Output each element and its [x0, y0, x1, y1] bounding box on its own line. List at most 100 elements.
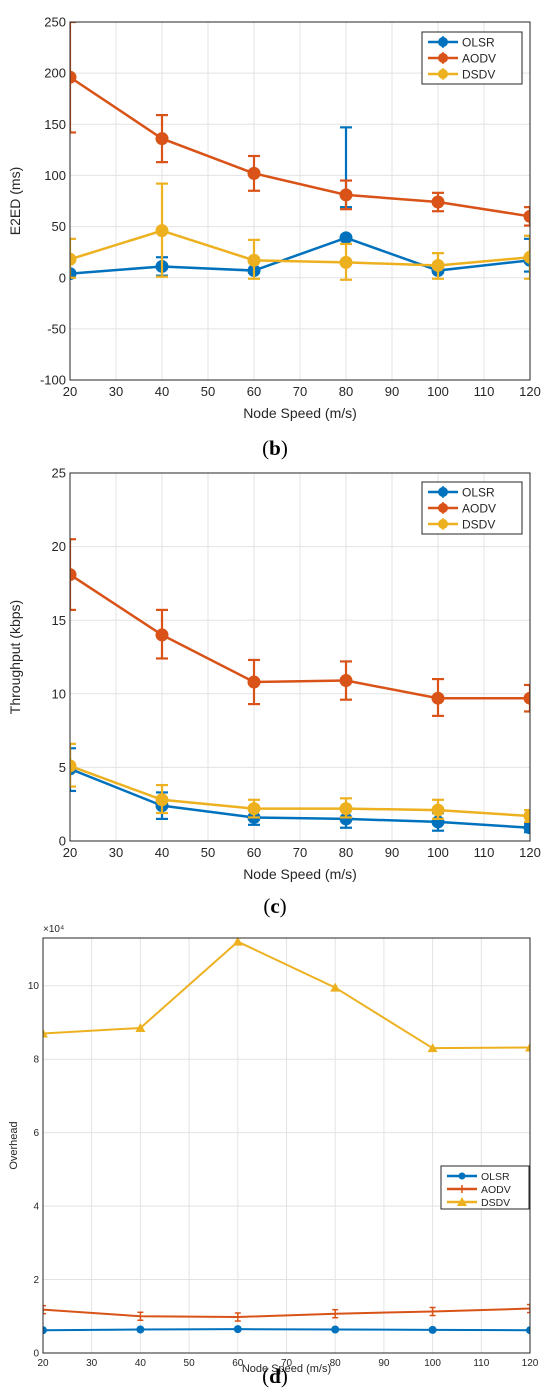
- data-point: [247, 253, 261, 267]
- x-tick-label: 90: [385, 384, 399, 399]
- x-tick-label: 120: [522, 1358, 539, 1369]
- x-tick-label: 110: [474, 845, 495, 860]
- x-tick-label: 20: [63, 845, 77, 860]
- data-point: [330, 982, 341, 992]
- data-point: [339, 231, 353, 245]
- series-line-aodv: [43, 1307, 530, 1319]
- data-point: [523, 691, 530, 705]
- x-tick-label: 100: [427, 384, 449, 399]
- data-point: [523, 250, 530, 264]
- y-axis-label: Overhead: [8, 1121, 20, 1169]
- data-point: [525, 1042, 530, 1052]
- y-tick-label: 100: [44, 168, 66, 183]
- y-tick-label: 250: [44, 15, 66, 30]
- data-point: [70, 759, 77, 773]
- chart-b: 20 30 40 50 60 70 80 90 100 110 120 -100 -50 0 50 100 15…: [7, 15, 541, 460]
- data-point: [431, 691, 445, 705]
- y-tick-label: 25: [52, 466, 66, 481]
- legend-swatch-marker: [457, 1197, 467, 1206]
- data-point: [136, 1325, 145, 1334]
- legend-label-dsdv: DSDV: [462, 517, 495, 531]
- data-point: [247, 166, 261, 180]
- data-point: [247, 675, 261, 689]
- x-tick-label: 110: [473, 1358, 489, 1369]
- x-tick-label: 100: [424, 1358, 441, 1369]
- data-point: [523, 209, 530, 223]
- series-line-olsr: [70, 767, 530, 829]
- x-tick-label: 110: [474, 384, 495, 399]
- data-point: [70, 252, 77, 266]
- data-point: [232, 938, 243, 946]
- x-tick-label: 30: [109, 384, 123, 399]
- series-group: [70, 22, 530, 281]
- y-tick-label: -50: [47, 321, 66, 336]
- data-point: [43, 1028, 48, 1038]
- figure-caption: (c): [263, 894, 286, 918]
- x-tick-label: 60: [247, 845, 261, 860]
- x-tick-label: 30: [86, 1358, 98, 1369]
- data-point: [339, 812, 353, 826]
- data-point: [431, 803, 445, 817]
- data-point: [427, 1043, 438, 1053]
- y-tick-label: 6: [33, 1128, 39, 1139]
- y-tick-label: 8: [33, 1055, 39, 1066]
- x-axis-label: Node Speed (m/s): [243, 405, 357, 421]
- y-tick-label: 10: [52, 686, 66, 701]
- data-point: [247, 802, 261, 816]
- axes-box: [69, 21, 531, 381]
- data-point: [155, 793, 169, 807]
- data-point: [331, 1325, 340, 1334]
- figure-caption: (d): [262, 1364, 288, 1388]
- x-tick-label: 60: [247, 384, 261, 399]
- axes-box: [42, 937, 531, 1354]
- data-point: [233, 1325, 242, 1334]
- data-point: [43, 1326, 47, 1335]
- data-point: [431, 258, 445, 272]
- x-axis-label: Node Speed (m/s): [243, 866, 357, 882]
- data-point: [155, 132, 169, 146]
- series-line-dsdv: [70, 229, 530, 267]
- series-line-aodv: [70, 573, 530, 700]
- legend-label-aodv: AODV: [462, 51, 496, 65]
- y-tick-label: 200: [44, 66, 66, 81]
- legend-label-dsdv: DSDV: [481, 1197, 510, 1209]
- x-tick-label: 120: [519, 384, 541, 399]
- x-tick-label: 80: [330, 1358, 342, 1369]
- y-tick-label: 50: [52, 219, 66, 234]
- series-group: [43, 938, 530, 1335]
- data-point: [155, 628, 169, 642]
- y-exponent-label: ×10⁴: [43, 924, 64, 935]
- legend: OLSR AODV DSDV: [421, 31, 523, 85]
- axes-box: [69, 472, 531, 842]
- x-tick-label: 50: [201, 845, 215, 860]
- x-tick-label: 70: [293, 845, 307, 860]
- x-tick-label: 70: [281, 1358, 293, 1369]
- series-line-dsdv: [43, 940, 530, 1050]
- series-group: [70, 538, 530, 835]
- data-point: [428, 1325, 437, 1334]
- y-tick-label: 2: [33, 1275, 39, 1286]
- x-tick-label: 80: [339, 384, 353, 399]
- legend-swatch-marker: [458, 1172, 466, 1180]
- legend-label-olsr: OLSR: [462, 35, 495, 49]
- x-tick-label: 90: [378, 1358, 390, 1369]
- chart-d: 20 30 40 50 60 70 80 90 100 110 120 0 2 4 6 8 10 Node Spe…: [8, 924, 539, 1388]
- y-tick-label: -100: [40, 373, 66, 388]
- data-point: [339, 188, 353, 202]
- series-line-olsr: [43, 1328, 530, 1332]
- series-line-dsdv: [70, 764, 530, 818]
- legend-label-olsr: OLSR: [481, 1171, 510, 1183]
- x-tick-label: 40: [155, 384, 169, 399]
- chart-c: 20 30 40 50 60 70 80 90 100 110 120 0 5 10 15 20 25 Node …: [7, 466, 541, 918]
- x-tick-label: 40: [155, 845, 169, 860]
- x-tick-label: 30: [109, 845, 123, 860]
- y-axis-label: E2ED (ms): [7, 167, 23, 235]
- data-point: [526, 1326, 530, 1335]
- x-tick-label: 50: [201, 384, 215, 399]
- legend-label-dsdv: DSDV: [462, 67, 495, 81]
- data-point: [135, 1022, 146, 1032]
- data-point: [523, 821, 530, 835]
